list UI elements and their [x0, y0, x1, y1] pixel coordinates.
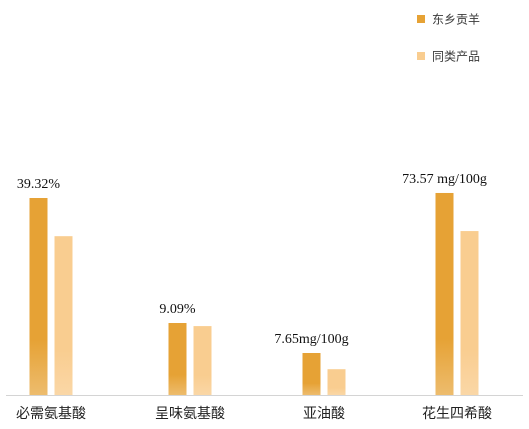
bar-essential-amino-acids-series-2	[54, 236, 73, 395]
legend-marker-series-2	[417, 52, 425, 60]
data-label-essential-amino-acids: 39.32%	[17, 177, 61, 192]
data-label-linoleic-acid: 7.65mg/100g	[274, 332, 348, 347]
category-label-arachidonic-acid: 花生四希酸	[422, 406, 492, 422]
bar-linoleic-acid-series-2	[327, 369, 346, 395]
bar-essential-amino-acids-series-1	[29, 198, 48, 395]
bar-arachidonic-acid-series-1	[435, 192, 454, 395]
legend-label-series-2: 同类产品	[432, 50, 480, 64]
legend: 东乡贡羊 同类产品	[417, 12, 480, 64]
legend-label-series-1: 东乡贡羊	[432, 12, 480, 27]
data-labels-group: 39.32% 9.09% 7.65mg/100g 73.57 mg/100g	[17, 172, 487, 347]
category-label-linoleic-acid: 亚油酸	[303, 406, 345, 422]
bar-arachidonic-acid-series-2	[460, 231, 479, 395]
legend-marker-series-1	[417, 15, 425, 23]
data-label-flavor-amino-acids: 9.09%	[159, 302, 196, 317]
data-label-arachidonic-acid: 73.57 mg/100g	[402, 172, 487, 187]
bar-linoleic-acid-series-1	[302, 353, 321, 395]
bars-group	[29, 192, 479, 395]
category-labels-group: 必需氨基酸 呈味氨基酸 亚油酸 花生四希酸	[16, 405, 492, 422]
category-label-flavor-amino-acids: 呈味氨基酸	[155, 405, 225, 422]
bar-flavor-amino-acids-series-1	[168, 323, 187, 395]
category-label-essential-amino-acids: 必需氨基酸	[16, 405, 86, 422]
bar-flavor-amino-acids-series-2	[193, 326, 212, 395]
